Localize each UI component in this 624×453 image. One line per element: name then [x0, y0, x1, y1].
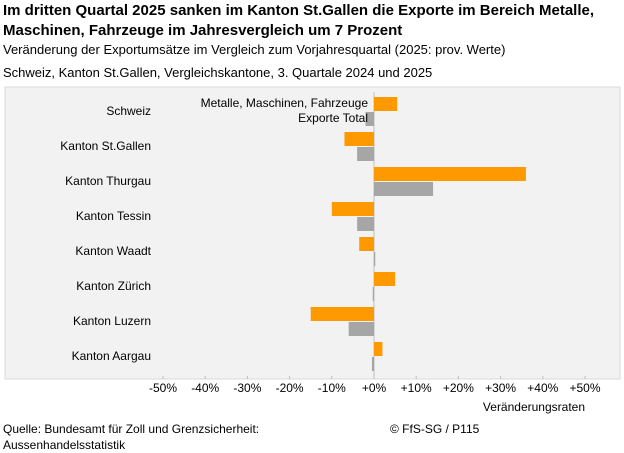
bar	[372, 287, 374, 301]
source: Quelle: Bundesamt für Zoll und Grenzsich…	[3, 422, 260, 452]
x-tick-label: +0%	[362, 381, 387, 395]
bar	[357, 217, 374, 231]
x-tick-label: +20%	[443, 381, 474, 395]
legend-label: Metalle, Maschinen, Fahrzeuge	[201, 96, 369, 110]
bar	[374, 167, 526, 181]
bar	[374, 342, 383, 356]
credit: © FfS-SG / P115	[390, 422, 480, 436]
bar	[359, 237, 374, 251]
chart-title: Im dritten Quartal 2025 sanken im Kanton…	[3, 2, 595, 39]
y-tick-label: Kanton Thurgau	[65, 174, 151, 188]
bar	[374, 182, 434, 196]
x-tick-label: +10%	[401, 381, 432, 395]
x-tick-label: -10%	[318, 381, 346, 395]
x-tick-label: -20%	[276, 381, 304, 395]
bar	[374, 252, 376, 266]
legend-label: Exporte Total	[298, 111, 368, 125]
y-tick-label: Kanton Waadt	[75, 244, 151, 258]
bar	[357, 147, 374, 161]
y-tick-label: Schweiz	[106, 104, 151, 118]
x-tick-label: -50%	[149, 381, 177, 395]
subtitle: Schweiz, Kanton St.Gallen, Vergleichskan…	[3, 65, 433, 80]
bar	[344, 132, 374, 146]
x-tick-label: +40%	[527, 381, 558, 395]
bar	[371, 357, 374, 371]
plot-area	[4, 86, 621, 380]
x-axis-label: Veränderungsraten	[483, 400, 585, 414]
bar	[310, 307, 374, 321]
bar	[348, 322, 374, 336]
bar	[374, 97, 398, 111]
y-tick-label: Kanton Luzern	[73, 314, 151, 328]
y-tick-label: Kanton St.Gallen	[60, 139, 151, 153]
y-tick-label: Kanton Aargau	[72, 349, 151, 363]
bar	[374, 272, 396, 286]
x-tick-label: -40%	[191, 381, 219, 395]
bar	[331, 202, 374, 216]
subtitle: Veränderung der Exportumsätze im Verglei…	[3, 42, 506, 57]
x-tick-label: +30%	[485, 381, 516, 395]
x-tick-label: +50%	[569, 381, 600, 395]
y-tick-label: Kanton Zürich	[76, 279, 151, 293]
bar	[365, 112, 374, 126]
chart: Veränderungsraten -50% -40% -30% -20% -10% +0…	[4, 86, 621, 414]
y-tick-label: Kanton Tessin	[76, 209, 151, 223]
x-tick-label: -30%	[233, 381, 261, 395]
